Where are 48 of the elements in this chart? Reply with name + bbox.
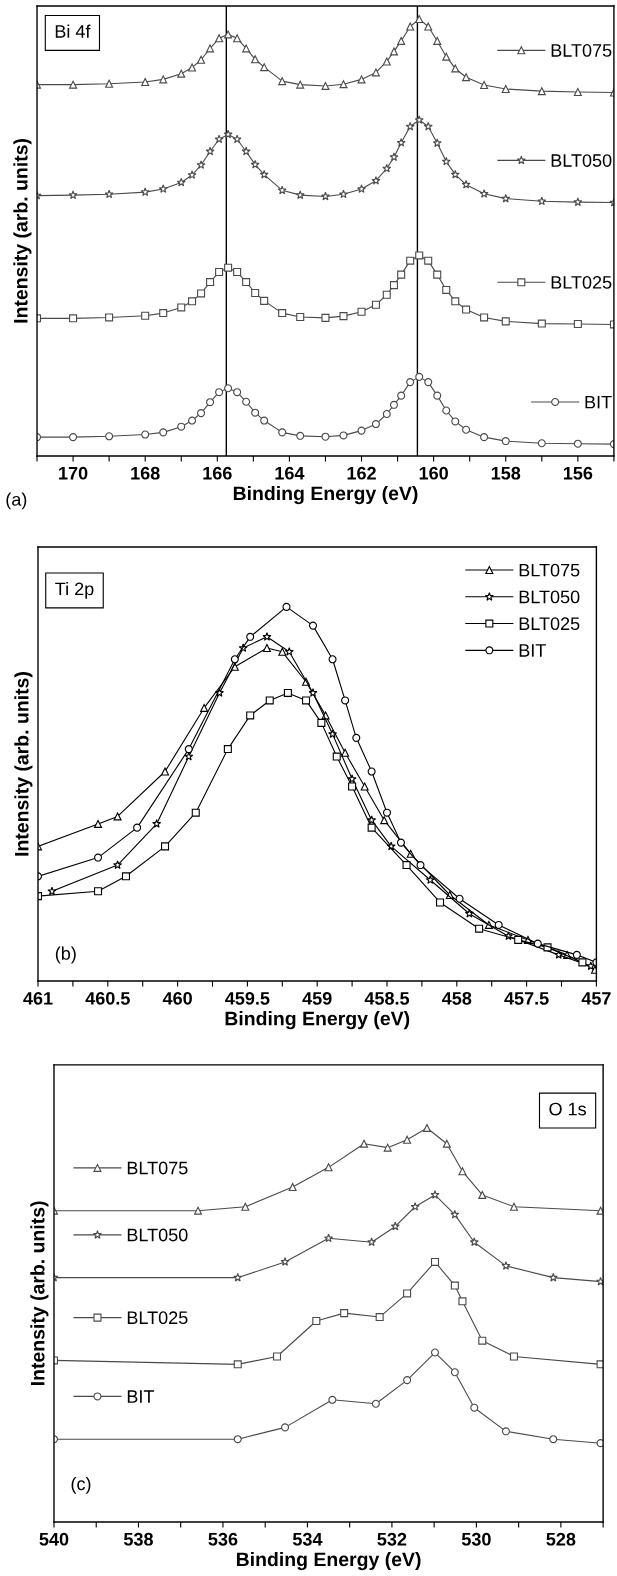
annotation: Bi 4f <box>55 24 91 38</box>
legend-label: BLT025 <box>519 617 580 631</box>
legend-label: BLT075 <box>551 44 612 57</box>
x-tick-label: 166 <box>203 466 232 480</box>
x-axis-title: Binding Energy (eV) <box>233 485 418 505</box>
x-tick-label: 458.5 <box>364 991 410 1005</box>
legend-label: BLT050 <box>519 590 580 604</box>
x-tick-label: 457 <box>581 992 611 1005</box>
x-tick-label: 528 <box>546 1532 576 1546</box>
x-tick-label: 458 <box>442 991 472 1005</box>
y-axis-title: Intensity (arb. units) <box>14 672 33 856</box>
x-tick-label: 538 <box>123 1532 153 1546</box>
legend-label: BLT025 <box>127 1311 188 1325</box>
y-axis-title: Intensity (arb. units) <box>13 139 32 323</box>
x-tick-label: 164 <box>275 466 305 480</box>
x-tick-label: 459.5 <box>225 991 270 1005</box>
legend-label: BLT050 <box>551 154 612 167</box>
legend-label: BIT <box>127 1390 155 1403</box>
annotation: (b) <box>55 946 76 964</box>
text: Ti 2p <box>55 582 94 599</box>
x-tick-label: 170 <box>59 466 88 480</box>
text: (a) <box>6 492 27 510</box>
y-axis-title: Intensity (arb. units) <box>30 1201 49 1386</box>
x-tick-label: 168 <box>131 466 160 480</box>
legend-label: BLT075 <box>519 563 580 577</box>
x-tick-label: 160 <box>419 466 448 480</box>
x-tick-label: 460 <box>162 991 192 1005</box>
x-tick-label: 156 <box>563 466 593 480</box>
legend-label: BLT050 <box>127 1228 188 1242</box>
x-tick-label: 540 <box>39 1532 69 1546</box>
x-tick-label: 162 <box>347 466 376 480</box>
x-tick-label: 457.5 <box>504 992 549 1005</box>
x-axis-title: Binding Energy (eV) <box>236 1551 421 1571</box>
text: O 1s <box>549 1102 586 1116</box>
x-tick-label: 534 <box>292 1532 323 1546</box>
x-tick-label: 460.5 <box>85 991 130 1005</box>
legend-label: BLT025 <box>551 276 612 289</box>
legend-label: BIT <box>585 395 612 409</box>
legend-label: BLT075 <box>127 1161 188 1175</box>
x-tick-label: 158 <box>491 466 521 480</box>
x-axis-title: Binding Energy (eV) <box>225 1011 410 1030</box>
annotation: (c) <box>71 1476 91 1494</box>
x-tick-label: 530 <box>461 1532 491 1546</box>
legend-label: BIT <box>519 644 546 657</box>
x-tick-label: 536 <box>208 1532 238 1546</box>
x-tick-label: 532 <box>377 1532 407 1546</box>
x-tick-label: 461 <box>23 991 53 1005</box>
x-tick-label: 459 <box>302 991 332 1005</box>
